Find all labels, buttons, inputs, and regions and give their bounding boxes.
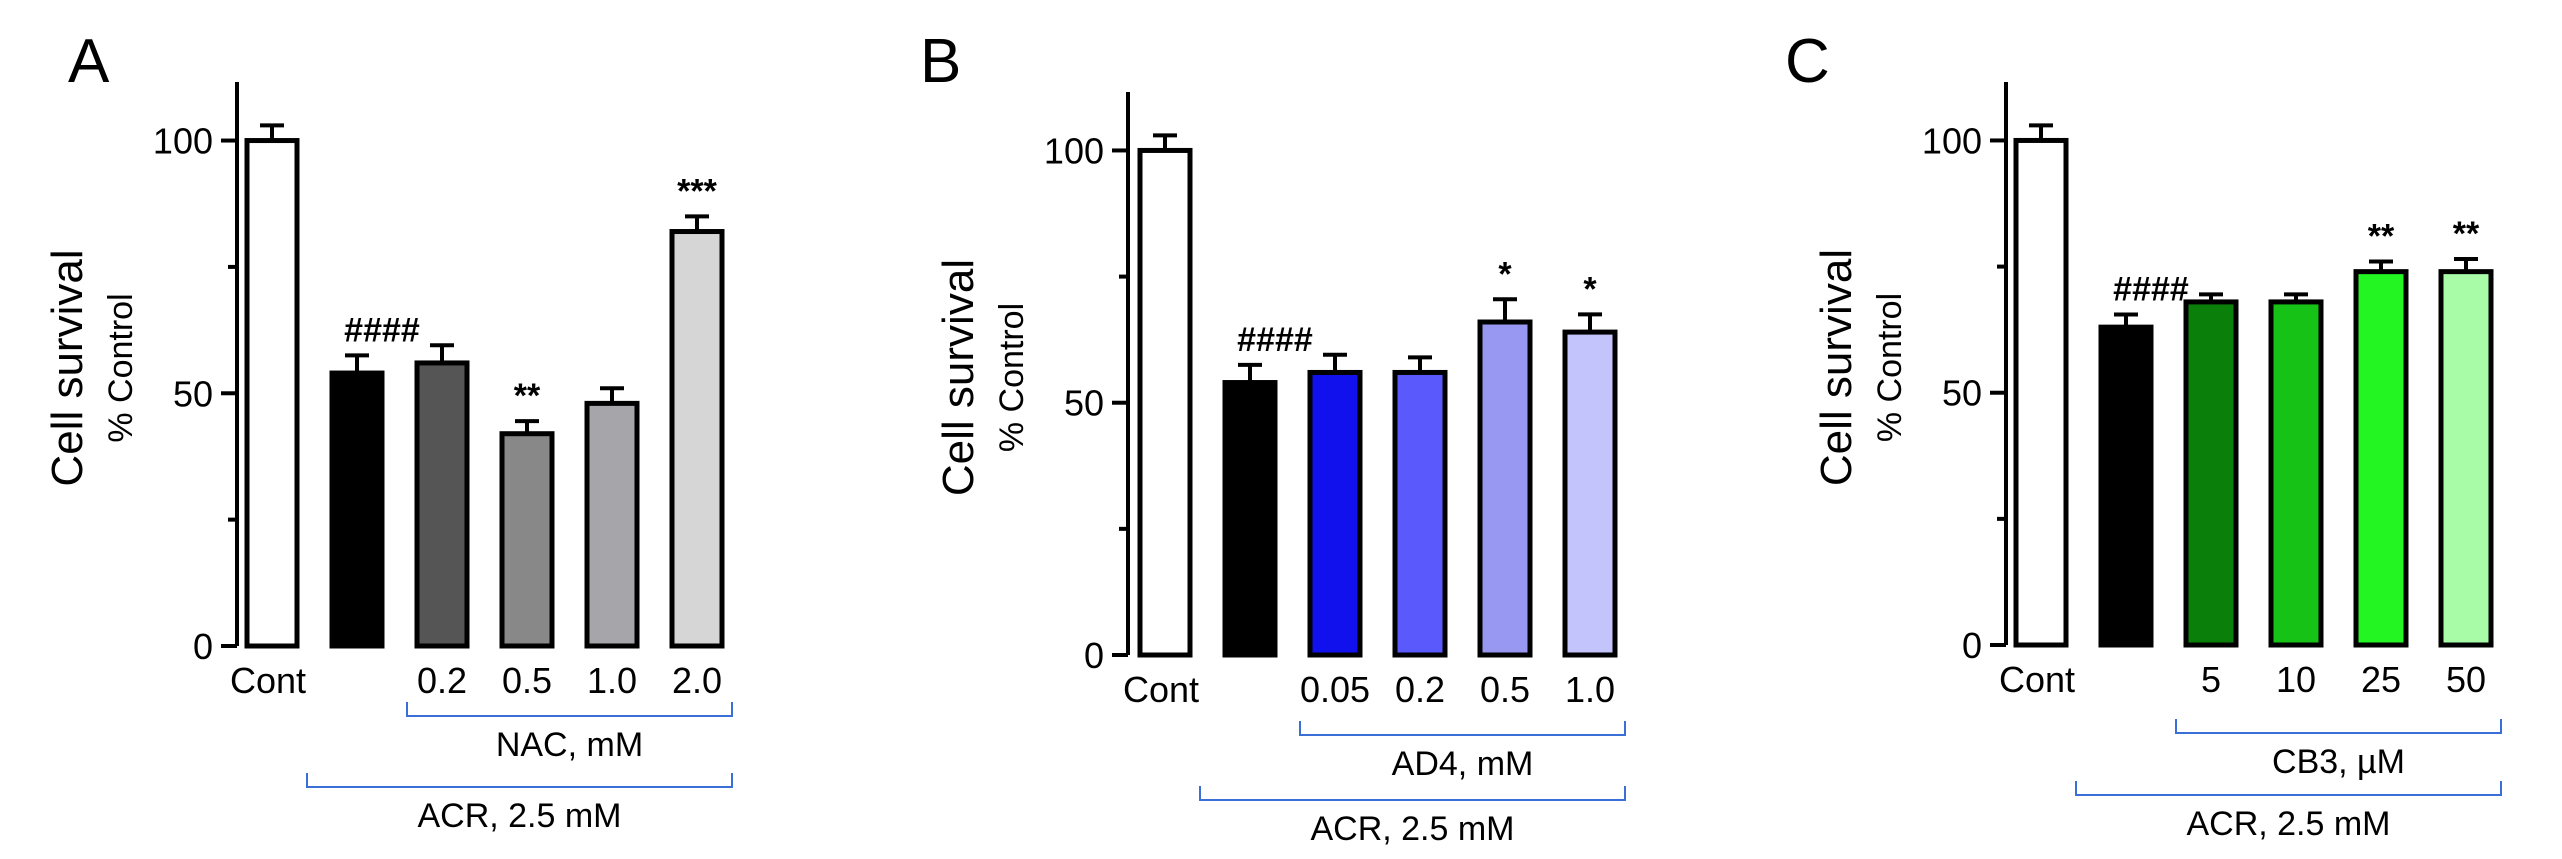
significance-label: #### xyxy=(344,311,420,349)
bracket-label: ACR, 2.5 mM xyxy=(1310,810,1514,848)
x-tick-label: Cont xyxy=(1123,669,1199,710)
panel-label: A xyxy=(68,27,110,96)
bar xyxy=(669,229,725,649)
y-tick-label: 0 xyxy=(193,626,213,667)
significance-label: ** xyxy=(514,377,541,415)
bar xyxy=(2013,137,2069,648)
panel-label: C xyxy=(1785,27,1830,96)
significance-label: ** xyxy=(2368,218,2395,256)
y-tick-label: 50 xyxy=(1942,373,1982,414)
bar xyxy=(2438,269,2494,648)
y-tick-label: 50 xyxy=(173,373,213,414)
bar xyxy=(1392,369,1448,658)
bracket-line xyxy=(1299,721,1626,736)
chart-panel-c: C 0 50 100 Cell survival % Control Cont #### 5 10… xyxy=(1785,27,2502,843)
y-tick-label: 50 xyxy=(1064,383,1104,424)
y-axis-label: Cell survival xyxy=(43,249,92,486)
bar xyxy=(1307,369,1363,658)
y-tick-label: 100 xyxy=(1922,120,1982,161)
bracket-line xyxy=(2075,781,2502,796)
bracket-line xyxy=(306,773,733,788)
significance-label: * xyxy=(1498,255,1512,293)
x-tick-label: 10 xyxy=(2276,659,2316,700)
y-axis-sublabel: % Control xyxy=(102,293,140,442)
x-tick-label: Cont xyxy=(230,660,306,701)
bar xyxy=(414,360,470,649)
y-axis-label: Cell survival xyxy=(1812,249,1861,486)
bar xyxy=(2353,269,2409,648)
bar xyxy=(2183,299,2239,648)
x-tick-label: 2.0 xyxy=(672,660,722,701)
bar xyxy=(1137,147,1193,658)
bracket-label: ACR, 2.5 mM xyxy=(417,797,621,835)
x-tick-label: 0.2 xyxy=(417,660,467,701)
bracket-label: NAC, mM xyxy=(496,726,643,764)
bracket-line xyxy=(2175,719,2502,734)
x-tick-label: 1.0 xyxy=(1565,669,1615,710)
bar xyxy=(244,138,300,649)
bar xyxy=(1477,319,1533,658)
y-axis-sublabel: % Control xyxy=(1871,293,1909,442)
bracket-label: AD4, mM xyxy=(1392,745,1534,783)
x-tick-label: 0.05 xyxy=(1300,669,1370,710)
y-axis-sublabel: % Control xyxy=(993,303,1031,452)
significance-label: * xyxy=(1583,270,1597,308)
x-tick-label: 25 xyxy=(2361,659,2401,700)
bar xyxy=(584,400,640,649)
y-tick-label: 0 xyxy=(1084,635,1104,676)
x-tick-label: Cont xyxy=(1999,659,2075,700)
chart-panel-a: A 0 50 100 Cell survival % Control Cont #### 0.2… xyxy=(43,27,733,835)
panel-label: B xyxy=(920,27,961,96)
bar xyxy=(1222,380,1278,658)
significance-label: #### xyxy=(2113,271,2189,309)
x-tick-label: 5 xyxy=(2201,659,2221,700)
significance-label: *** xyxy=(677,172,717,210)
x-tick-label: 1.0 xyxy=(587,660,637,701)
bracket-line xyxy=(406,702,733,717)
chart-panel-b: B 0 50 100 Cell survival % Control Cont #### 0.0… xyxy=(920,27,1626,848)
bracket-label: ACR, 2.5 mM xyxy=(2186,805,2390,843)
bar xyxy=(1562,329,1618,658)
bar xyxy=(329,370,385,649)
x-tick-label: 0.5 xyxy=(1480,669,1530,710)
x-tick-label: 0.5 xyxy=(502,660,552,701)
bar xyxy=(2268,299,2324,648)
bar xyxy=(2098,324,2154,648)
y-tick-label: 0 xyxy=(1962,625,1982,666)
x-tick-label: 0.2 xyxy=(1395,669,1445,710)
y-tick-label: 100 xyxy=(1044,130,1104,171)
y-tick-label: 100 xyxy=(153,121,213,162)
bar xyxy=(499,431,555,649)
significance-label: ** xyxy=(2453,215,2480,253)
bracket-line xyxy=(1199,786,1626,801)
x-tick-label: 50 xyxy=(2446,659,2486,700)
bracket-label: CB3, µM xyxy=(2272,743,2405,781)
significance-label: #### xyxy=(1237,321,1313,359)
y-axis-label: Cell survival xyxy=(934,259,983,496)
